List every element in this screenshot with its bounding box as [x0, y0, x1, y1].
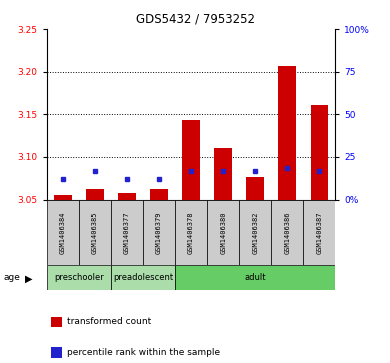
Bar: [207, 200, 239, 265]
Bar: [182, 120, 200, 200]
Bar: [47, 200, 79, 265]
Text: GSM1406385: GSM1406385: [92, 211, 98, 254]
Bar: [79, 200, 111, 265]
Bar: [278, 66, 296, 200]
Bar: [111, 265, 175, 290]
Text: transformed count: transformed count: [67, 318, 151, 326]
Bar: [246, 177, 264, 200]
Bar: [54, 195, 72, 200]
Text: percentile rank within the sample: percentile rank within the sample: [67, 348, 220, 356]
Text: preadolescent: preadolescent: [113, 273, 173, 282]
Text: age: age: [4, 273, 21, 282]
Text: GSM1406379: GSM1406379: [156, 211, 162, 254]
Text: ▶: ▶: [25, 274, 33, 284]
Text: GSM1406380: GSM1406380: [220, 211, 226, 254]
Text: adult: adult: [245, 273, 266, 282]
Bar: [150, 189, 168, 200]
Bar: [118, 193, 136, 200]
Text: GSM1406378: GSM1406378: [188, 211, 194, 254]
Bar: [271, 200, 303, 265]
Text: GSM1406387: GSM1406387: [316, 211, 323, 254]
Bar: [303, 200, 335, 265]
Text: GSM1406386: GSM1406386: [284, 211, 290, 254]
Text: GSM1406382: GSM1406382: [252, 211, 258, 254]
Bar: [310, 105, 328, 200]
Bar: [86, 188, 104, 200]
Bar: [175, 200, 207, 265]
Text: preschooler: preschooler: [54, 273, 104, 282]
Bar: [239, 200, 271, 265]
Text: GSM1406377: GSM1406377: [124, 211, 130, 254]
Bar: [175, 265, 335, 290]
Bar: [47, 265, 111, 290]
Text: GSM1406384: GSM1406384: [60, 211, 66, 254]
Bar: [215, 148, 232, 200]
Text: GDS5432 / 7953252: GDS5432 / 7953252: [135, 13, 255, 26]
Bar: [111, 200, 143, 265]
Bar: [143, 200, 175, 265]
